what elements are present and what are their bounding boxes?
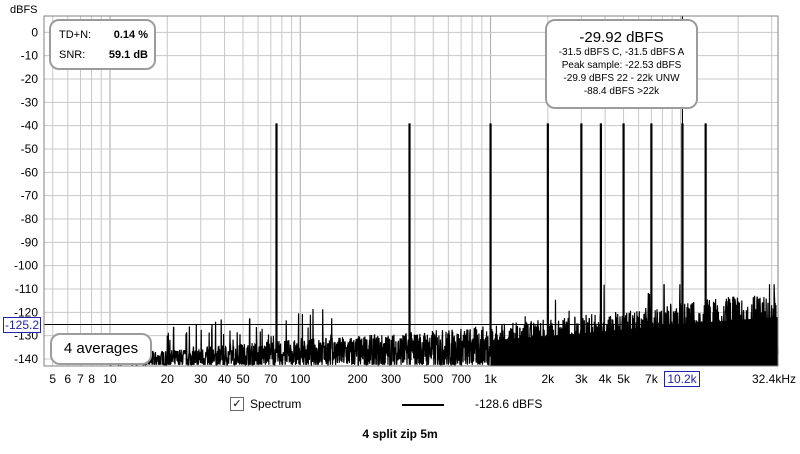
y-tick-label: -140 bbox=[14, 352, 38, 366]
x-tick-label: 200 bbox=[348, 372, 368, 386]
x-tick-label: 3k bbox=[575, 372, 589, 386]
x-tick-label: 40 bbox=[218, 372, 232, 386]
x-tick-label: 32.4kHz bbox=[752, 372, 796, 386]
legend-line-swatch bbox=[402, 404, 444, 406]
level-readout-box: -29.92 dBFS -31.5 dBFS C, -31.5 dBFS A P… bbox=[545, 19, 698, 109]
legend-series-value: -128.6 dBFS bbox=[475, 397, 543, 411]
legend-series-name: Spectrum bbox=[250, 397, 302, 411]
plot-frame bbox=[43, 15, 779, 367]
y-tick-label: -10 bbox=[21, 49, 39, 63]
x-tick-label: 8 bbox=[88, 372, 95, 386]
x-tick-label: 700 bbox=[451, 372, 471, 386]
x-tick-label: 4k bbox=[599, 372, 613, 386]
frequency-cursor-label[interactable]: 10.2k bbox=[664, 371, 700, 387]
x-tick-label: 5 bbox=[49, 372, 56, 386]
x-tick-label: 7k bbox=[645, 372, 659, 386]
x-tick-label: 300 bbox=[381, 372, 401, 386]
y-tick-label: -20 bbox=[21, 72, 39, 86]
spectrum-checkbox[interactable]: ✓ bbox=[230, 397, 244, 411]
x-tick-label: 100 bbox=[290, 372, 310, 386]
level-main-value: -29.92 dBFS bbox=[579, 29, 664, 46]
level-detail-4: -88.4 dBFS >22k bbox=[583, 86, 660, 97]
level-detail-1: -31.5 dBFS C, -31.5 dBFS A bbox=[558, 47, 685, 58]
y-tick-label: -30 bbox=[21, 95, 39, 109]
averages-label: 4 averages bbox=[63, 340, 139, 357]
y-tick-label: -70 bbox=[21, 189, 39, 203]
y-tick-label: -40 bbox=[21, 119, 39, 133]
level-detail-2: Peak sample: -22.53 dBFS bbox=[561, 60, 682, 71]
x-tick-label: 50 bbox=[236, 372, 250, 386]
chart-title: 4 split zip 5m bbox=[362, 427, 438, 441]
y-tick-label: -120 bbox=[14, 305, 38, 319]
x-tick-label: 20 bbox=[161, 372, 175, 386]
y-tick-label: -110 bbox=[15, 282, 38, 296]
averages-box: 4 averages bbox=[50, 333, 152, 365]
snr-value: 59.1 dB bbox=[108, 49, 148, 61]
x-tick-label: 1k bbox=[484, 372, 498, 386]
distortion-stats-box: TD+N: 0.14 % SNR: 59.1 dB bbox=[49, 19, 156, 70]
x-tick-label: 500 bbox=[423, 372, 443, 386]
legend: ✓ Spectrum -128.6 dBFS bbox=[230, 396, 630, 414]
tdn-label: TD+N: bbox=[59, 29, 92, 41]
x-tick-label: 6 bbox=[64, 372, 71, 386]
x-tick-label: 10 bbox=[103, 372, 117, 386]
x-tick-label: 30 bbox=[194, 372, 208, 386]
snr-label: SNR: bbox=[59, 49, 86, 61]
level-detail-3: -29.9 dBFS 22 - 22k UNW bbox=[563, 73, 680, 84]
y-tick-label: -80 bbox=[21, 212, 39, 226]
axes: 0 -10 -20 -30 -40 -50 -60 -70 -80 -90 -100 -110 -120… bbox=[14, 15, 796, 386]
y-tick-label: -60 bbox=[21, 165, 39, 179]
level-cursor-label[interactable]: -125.2 bbox=[3, 317, 41, 333]
x-tick-label: 2k bbox=[542, 372, 556, 386]
x-tick-label: 5k bbox=[617, 372, 631, 386]
y-tick-label: -50 bbox=[21, 142, 39, 156]
x-tick-label: 70 bbox=[264, 372, 278, 386]
y-tick-label: -100 bbox=[14, 259, 38, 273]
tdn-value: 0.14 % bbox=[113, 29, 148, 41]
y-tick-label: -90 bbox=[21, 235, 39, 249]
spectrum-trace bbox=[44, 16, 779, 367]
noise-density bbox=[490, 317, 778, 366]
x-tick-label: 7 bbox=[77, 372, 84, 386]
y-axis-label: dBFS bbox=[10, 4, 38, 16]
y-tick-label: 0 bbox=[31, 25, 38, 39]
